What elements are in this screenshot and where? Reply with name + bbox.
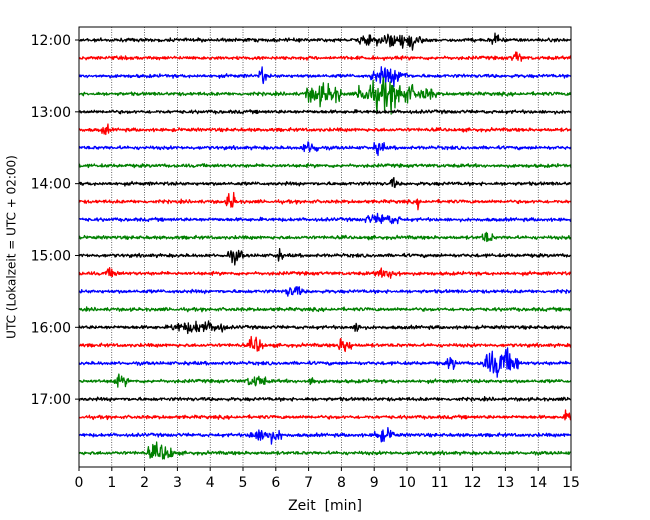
x-tick-label: 12 <box>464 475 482 491</box>
x-axis-ticks: 0 1 2 3 4 5 6 7 8 9 10 11 12 13 14 15 <box>75 467 580 491</box>
trace-1730 <box>78 426 572 445</box>
trace-1645 <box>78 373 572 388</box>
trace-1245 <box>78 76 572 115</box>
x-tick-label: 0 <box>75 475 84 491</box>
x-tick-label: 5 <box>239 475 248 491</box>
trace-1615 <box>78 335 572 353</box>
x-tick-label: 8 <box>337 475 346 491</box>
x-tick-label: 1 <box>107 475 116 491</box>
trace-1600 <box>78 320 572 335</box>
trace-1400 <box>78 176 572 189</box>
trace-1230 <box>78 66 572 88</box>
trace-1415 <box>78 191 572 211</box>
x-tick-label: 15 <box>562 475 580 491</box>
y-axis-label: UTC (Lokalzeit = UTC + 02:00) <box>5 155 19 339</box>
x-tick-label: 2 <box>140 475 149 491</box>
y-tick-label: 12:00 <box>31 33 71 49</box>
x-tick-label: 11 <box>431 475 449 491</box>
trace-1200 <box>78 32 572 51</box>
trace-1630 <box>78 347 572 378</box>
trace-1715 <box>78 409 572 421</box>
x-tick-label: 7 <box>304 475 313 491</box>
trace-1500 <box>78 248 572 266</box>
x-tick-label: 6 <box>271 475 280 491</box>
x-tick-label: 9 <box>370 475 379 491</box>
x-tick-label: 13 <box>496 475 514 491</box>
trace-1700 <box>78 396 572 402</box>
trace-1300 <box>78 108 572 115</box>
y-tick-label: 14:00 <box>31 177 71 193</box>
plot-frame <box>78 26 572 468</box>
trace-1530 <box>78 286 572 297</box>
trace-1745 <box>78 441 572 460</box>
trace-1445 <box>78 231 572 243</box>
y-tick-label: 15:00 <box>31 248 71 264</box>
trace-1430 <box>78 212 572 225</box>
x-tick-label: 14 <box>529 475 547 491</box>
seismogram-traces <box>78 32 572 460</box>
y-tick-label: 17:00 <box>31 392 71 408</box>
trace-1345 <box>78 162 572 169</box>
trace-1545 <box>78 306 572 313</box>
x-axis-label: Zeit [min] <box>288 498 362 514</box>
trace-1330 <box>78 141 572 157</box>
trace-1515 <box>78 267 572 279</box>
y-tick-label: 13:00 <box>31 105 71 121</box>
x-tick-label: 3 <box>173 475 182 491</box>
y-axis-ticks: 12:00 13:00 14:00 15:00 16:00 17:00 <box>31 33 79 408</box>
x-tick-label: 10 <box>398 475 416 491</box>
x-tick-label: 4 <box>206 475 215 491</box>
y-tick-label: 16:00 <box>31 320 71 336</box>
trace-1315 <box>78 123 572 136</box>
trace-1215 <box>78 51 572 62</box>
